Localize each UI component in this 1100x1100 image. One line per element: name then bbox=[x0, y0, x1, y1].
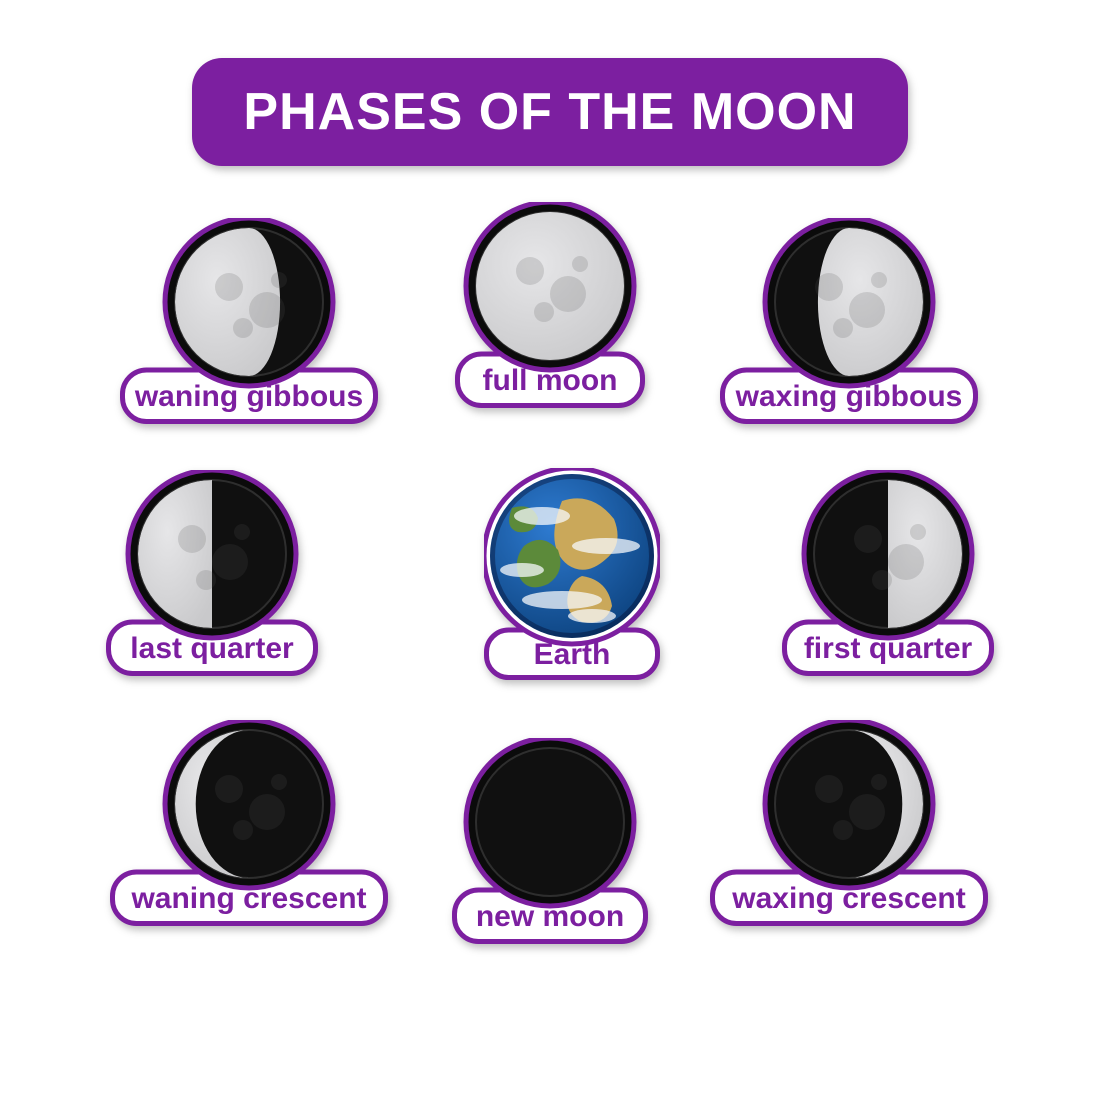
last-quarter-card: last quarter bbox=[106, 470, 318, 676]
earth-card: Earth bbox=[484, 468, 660, 680]
moon-phases-diagram: PHASES OF THE MOON waning gibbous bbox=[0, 0, 1100, 1100]
new-moon-label: new moon bbox=[452, 890, 648, 944]
waning-gibbous-card: waning gibbous bbox=[120, 218, 378, 424]
waxing-gibbous-label: waxing gibbous bbox=[720, 370, 978, 424]
waxing-crescent-label: waxing crescent bbox=[710, 872, 988, 926]
title: PHASES OF THE MOON bbox=[192, 58, 908, 166]
waning-crescent-label: waning crescent bbox=[110, 872, 388, 926]
waxing-gibbous-card: waxing gibbous bbox=[720, 218, 978, 424]
waning-gibbous-label: waning gibbous bbox=[120, 370, 378, 424]
waxing-crescent-card: waxing crescent bbox=[710, 720, 988, 926]
new-moon-card: new moon bbox=[452, 738, 648, 944]
first-quarter-card: first quarter bbox=[782, 470, 994, 676]
first-quarter-label: first quarter bbox=[782, 622, 994, 676]
waning-crescent-card: waning crescent bbox=[110, 720, 388, 926]
full-moon-card: full moon bbox=[455, 202, 645, 408]
last-quarter-label: last quarter bbox=[106, 622, 318, 676]
earth-label: Earth bbox=[484, 630, 660, 680]
full-moon-label: full moon bbox=[455, 354, 645, 408]
